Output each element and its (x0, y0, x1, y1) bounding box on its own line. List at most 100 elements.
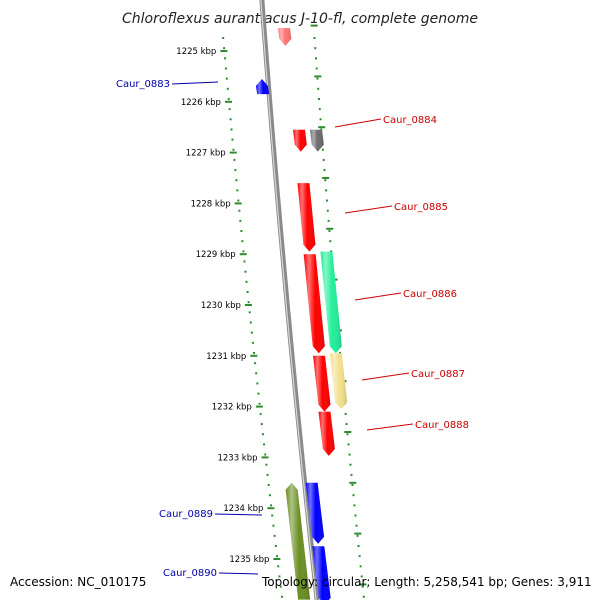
major-tick (224, 100, 232, 103)
gene-label-caur_0887[interactable]: Caur_0887 (411, 369, 465, 380)
tick-dot (247, 301, 250, 304)
tick-dot (327, 219, 330, 222)
tick-dot (339, 351, 342, 354)
tick-dot (328, 230, 331, 233)
gene-g_top[interactable] (277, 28, 292, 46)
tick-dot (272, 524, 275, 527)
tick-dot (239, 219, 242, 222)
gene-arrow-shading (297, 183, 316, 252)
tick-label: 1228 kbp (191, 199, 231, 209)
tick-dot (317, 87, 320, 90)
tick-dot (248, 311, 251, 314)
tick-dot (229, 118, 232, 121)
tick-dot (348, 453, 351, 456)
gene-label-caur_0885[interactable]: Caur_0885 (394, 202, 448, 213)
gene-label-caur_0888[interactable]: Caur_0888 (415, 420, 469, 431)
tick-dot (243, 260, 246, 263)
gene-caur_0883[interactable] (255, 78, 270, 95)
tick-label: 1225 kbp (176, 47, 216, 57)
tick-dot (358, 555, 361, 558)
genome-backbone (259, 0, 320, 600)
tick-dot (240, 230, 243, 233)
tick-dot (347, 443, 350, 446)
gene-caur_0889b[interactable] (305, 482, 325, 544)
major-tick (255, 405, 263, 408)
genome-summary-text: Topology: circular; Length: 5,258,541 bp… (261, 575, 592, 589)
tick-dot (255, 372, 258, 375)
gene-caur_0889[interactable] (285, 482, 311, 600)
tick-dot (266, 473, 269, 476)
tick-dot (254, 362, 257, 365)
gene-arrow-shading (277, 28, 292, 46)
gene-label-caur_0890[interactable]: Caur_0890 (163, 568, 217, 579)
outer-major-tick (326, 227, 334, 230)
tick-dot (264, 453, 267, 456)
gene-label-caur_0883[interactable]: Caur_0883 (116, 79, 170, 90)
tick-dot (237, 199, 240, 202)
tick-dot (315, 67, 318, 70)
gene-labels: Caur_0883 Caur_0884 Caur_0885 Caur_0886 Caur… (116, 79, 469, 579)
tick-dot (260, 423, 263, 426)
gene-label-caur_0886[interactable]: Caur_0886 (403, 289, 457, 300)
tick-dot (322, 158, 325, 161)
tick-dot (230, 128, 233, 131)
gene-label-caur_0884[interactable]: Caur_0884 (383, 115, 437, 126)
tick-dot (277, 565, 280, 568)
tick-dot (236, 189, 239, 192)
tick-dot (345, 423, 348, 426)
major-tick (261, 456, 269, 459)
gene-arrow-shading (305, 482, 325, 544)
gene-features[interactable] (255, 28, 348, 600)
tick-dot (241, 240, 244, 243)
tick-label: 1233 kbp (217, 453, 257, 463)
tick-dot (279, 585, 282, 588)
tick-label: 1226 kbp (181, 98, 221, 108)
tick-dot (329, 240, 332, 243)
tick-dot (325, 189, 328, 192)
tick-dot (244, 270, 247, 273)
gene-caur_0887[interactable] (329, 353, 348, 410)
gene-caur_0887r[interactable] (313, 355, 331, 412)
tick-dot (318, 97, 321, 100)
tick-dot (257, 392, 260, 395)
tick-dot (276, 555, 279, 558)
gene-arrow-shading (255, 78, 270, 95)
gene-caur_0888[interactable] (318, 411, 335, 456)
tick-dot (326, 209, 329, 212)
major-tick (229, 151, 237, 154)
gene-caur_0884a[interactable] (293, 129, 307, 152)
tick-dot (315, 57, 318, 60)
tick-dot (353, 504, 356, 507)
outer-major-tick (314, 75, 322, 78)
tick-dot (259, 412, 262, 415)
tick-dot (245, 280, 248, 283)
label-leader-line (361, 372, 410, 381)
label-leader-line (334, 118, 382, 128)
tick-dot (357, 545, 360, 547)
label-leader-line (354, 292, 402, 301)
gene-caur_0886r[interactable] (303, 254, 325, 354)
gene-caur_0884[interactable] (310, 129, 324, 152)
tick-dot (273, 534, 276, 537)
tick-dot (356, 534, 359, 537)
tick-dot (232, 148, 235, 151)
tick-dot (235, 179, 238, 182)
label-leader-line (366, 423, 414, 431)
tick-dot (224, 57, 227, 60)
tick-dot (313, 37, 316, 39)
major-tick (273, 558, 281, 560)
gene-arrow-shading (285, 482, 311, 600)
tick-dot (314, 47, 317, 50)
gene-arrow-shading (320, 251, 342, 354)
tick-dot (222, 37, 225, 39)
tick-label: 1235 kbp (229, 555, 269, 565)
gene-label-caur_0889[interactable]: Caur_0889 (159, 509, 213, 520)
tick-dot (242, 250, 245, 253)
gene-caur_0885[interactable] (297, 183, 316, 252)
tick-dot (352, 494, 355, 497)
gene-caur_0890[interactable] (312, 546, 331, 600)
tick-label: 1232 kbp (212, 403, 252, 413)
gene-caur_0886[interactable] (320, 251, 342, 354)
tick-dot (362, 595, 365, 598)
tick-dot (349, 463, 352, 466)
